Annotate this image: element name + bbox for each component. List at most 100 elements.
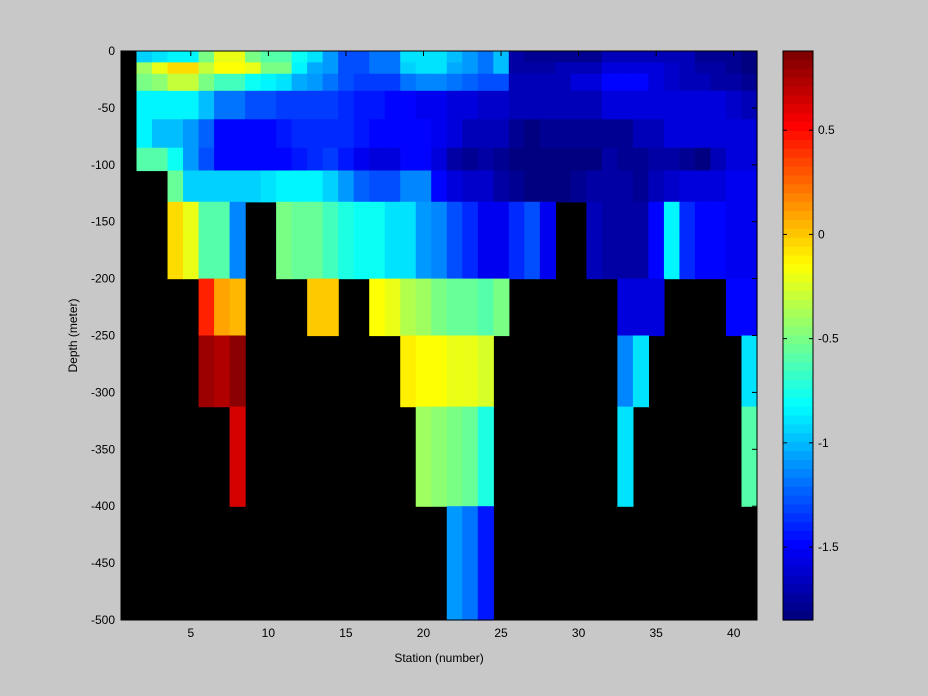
heatmap-cell	[648, 235, 665, 280]
heatmap-cell	[601, 62, 618, 75]
heatmap-cell	[710, 201, 727, 237]
heatmap-cell	[741, 201, 758, 237]
heatmap-cell	[291, 119, 308, 149]
heatmap-cell	[632, 278, 650, 337]
heatmap-cell	[446, 119, 463, 149]
heatmap-cell	[384, 73, 401, 92]
y-tick-label: -500	[91, 613, 115, 627]
heatmap-cell	[400, 62, 417, 75]
heatmap-cell	[276, 170, 293, 203]
colorbar-tick-label: -1	[818, 436, 829, 450]
heatmap-cell	[307, 90, 324, 120]
heatmap-cell	[291, 62, 308, 75]
heatmap-cell	[245, 119, 262, 149]
heatmap-cell	[214, 147, 231, 172]
heatmap-cell	[446, 51, 463, 63]
colorbar-swatch	[783, 539, 813, 550]
heatmap-cell	[353, 90, 370, 120]
heatmap-cell	[229, 73, 246, 92]
heatmap-cell	[400, 147, 417, 172]
heatmap-cell	[183, 147, 200, 172]
heatmap-cell	[462, 406, 479, 507]
heatmap-cell	[725, 62, 743, 75]
colorbar-swatch	[783, 299, 813, 310]
heatmap-cell	[136, 90, 153, 120]
heatmap-cell	[477, 406, 494, 507]
heatmap-cell	[214, 278, 231, 337]
heatmap-cell	[260, 62, 277, 75]
x-axis: 5 10 15 20 25 30 35 40	[187, 51, 741, 640]
heatmap-cell	[415, 235, 432, 280]
heatmap-cell	[245, 51, 262, 63]
heatmap-cell	[617, 51, 634, 63]
heatmap-cell	[276, 201, 293, 237]
heatmap-cell	[260, 147, 277, 172]
heatmap-cell	[648, 170, 665, 203]
heatmap-cell	[493, 73, 510, 92]
heatmap-cell	[632, 335, 650, 408]
heatmap-cell	[477, 51, 494, 63]
heatmap-cell	[198, 147, 215, 172]
heatmap-cell	[307, 73, 324, 92]
heatmap-cell	[384, 201, 401, 237]
heatmap-cell	[167, 235, 184, 280]
heatmap-cell	[152, 90, 169, 120]
colorbar-swatch	[783, 228, 813, 239]
colorbar-swatch	[783, 255, 813, 265]
colorbar-swatch	[783, 495, 813, 506]
heatmap-cell	[276, 235, 293, 280]
heatmap-cell	[555, 170, 572, 203]
heatmap-cell	[725, 201, 743, 237]
heatmap-cell	[183, 62, 200, 75]
heatmap-cell	[617, 335, 634, 408]
heatmap-cell	[524, 147, 541, 172]
heatmap-cell	[353, 201, 370, 237]
heatmap-cell	[446, 147, 463, 172]
heatmap-cell	[663, 73, 681, 92]
heatmap-cell	[446, 335, 463, 408]
heatmap-cell	[307, 201, 324, 237]
heatmap-cell	[384, 147, 401, 172]
heatmap-cell	[214, 201, 231, 237]
heatmap-cell	[245, 170, 262, 203]
heatmap-cell	[198, 62, 215, 75]
heatmap-cell	[601, 235, 618, 280]
heatmap-cell	[183, 51, 200, 63]
heatmap-cell	[632, 90, 650, 120]
heatmap-cell	[353, 62, 370, 75]
heatmap-cell	[601, 90, 618, 120]
heatmap-cell	[617, 170, 634, 203]
heatmap-cell	[431, 170, 448, 203]
colorbar-swatch	[783, 175, 813, 185]
heatmap-cell	[322, 73, 339, 92]
colorbar-swatch	[783, 468, 813, 479]
heatmap-cell	[400, 119, 417, 149]
heatmap-cell	[493, 90, 510, 120]
colorbar-swatch	[783, 344, 813, 354]
heatmap-cell	[586, 73, 603, 92]
heatmap-cell	[493, 51, 510, 63]
colorbar-swatch	[783, 131, 813, 141]
colorbar-swatch	[783, 335, 813, 345]
heatmap-cell	[260, 119, 277, 149]
colorbar-swatch	[783, 246, 813, 257]
heatmap-cell	[415, 170, 432, 203]
colorbar-swatch	[783, 504, 813, 514]
heatmap-cell	[725, 73, 743, 92]
heatmap-cell	[431, 335, 448, 408]
heatmap-cell	[601, 51, 618, 63]
colorbar-frame	[782, 50, 814, 621]
y-axis: 0 -50 -100 -150 -200 -250 -300 -350 -400 -450 -500	[91, 44, 757, 627]
heatmap-cell	[322, 170, 339, 203]
heatmap-cell	[152, 119, 169, 149]
heatmap-cell	[679, 235, 696, 280]
heatmap-cell	[152, 147, 169, 172]
heatmap-cell	[462, 278, 479, 337]
colorbar-swatch	[783, 477, 813, 488]
heatmap-cell	[524, 235, 541, 280]
heatmap-cell	[446, 62, 463, 75]
colorbar-swatch	[783, 282, 813, 292]
heatmap-cell	[214, 119, 231, 149]
colorbar-swatch	[783, 148, 813, 159]
x-tick-label: 5	[187, 626, 194, 640]
